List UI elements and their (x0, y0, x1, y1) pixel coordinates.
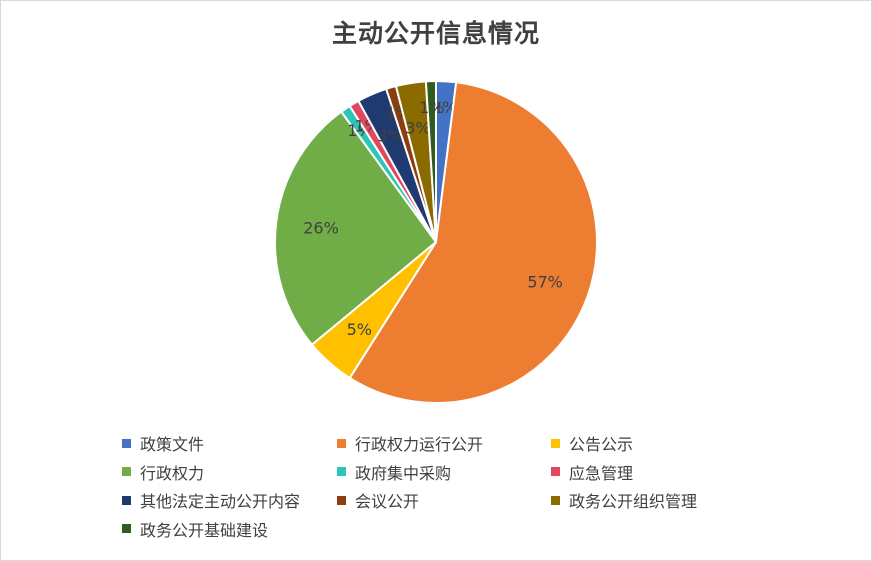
data-label-10: 1% (419, 98, 444, 117)
legend-item-8: 会议公开 (337, 488, 419, 512)
data-label-3: 5% (347, 320, 372, 339)
legend-swatch (122, 495, 131, 505)
legend-label: 政务公开组织管理 (569, 492, 698, 511)
data-label-7: 3% (377, 127, 402, 146)
legend-item-2: 行政权力运行公开 (337, 431, 483, 455)
legend-item-3: 公告公示 (551, 431, 633, 455)
legend-swatch (551, 438, 560, 448)
legend-swatch (337, 467, 346, 476)
legend-item-10: 政务公开基础建设 (122, 517, 268, 541)
legend-label: 政务公开基础建设 (140, 520, 269, 540)
pie-slice-4[interactable] (274, 110, 438, 347)
legend-item-4: 行政权力 (122, 460, 204, 484)
legend-swatch (122, 467, 131, 476)
legend-label: 会议公开 (355, 492, 420, 511)
legend-label: 其他法定主动公开内容 (140, 492, 301, 511)
data-label-1: 2% (432, 98, 457, 117)
legend-label: 行政权力 (140, 463, 205, 483)
legend-label: 公告公示 (569, 435, 634, 454)
data-label-9: 3% (405, 119, 430, 138)
chart-title: 主动公开信息情况 (331, 19, 540, 48)
legend-item-1: 政策文件 (122, 431, 204, 455)
pie-slice-2[interactable] (348, 81, 598, 404)
pie-slice-10[interactable] (424, 79, 437, 243)
legend-swatch (122, 524, 131, 533)
legend-swatch (551, 495, 560, 505)
legend-swatch (337, 495, 346, 505)
legend-item-7: 其他法定主动公开内容 (122, 488, 300, 512)
legend-item-5: 政府集中采购 (337, 460, 451, 484)
data-label-2: 57% (527, 272, 563, 291)
legend-label: 行政权力运行公开 (355, 435, 484, 454)
legend-item-6: 应急管理 (551, 460, 633, 484)
legend-label: 应急管理 (569, 463, 634, 483)
legend-swatch (337, 438, 346, 448)
legend-swatch (551, 467, 560, 476)
legend-swatch (122, 438, 131, 448)
legend-label: 政府集中采购 (355, 463, 452, 483)
data-label-4: 26% (303, 219, 339, 238)
legend-item-9: 政务公开组织管理 (551, 488, 697, 512)
legend-label: 政策文件 (140, 435, 205, 454)
